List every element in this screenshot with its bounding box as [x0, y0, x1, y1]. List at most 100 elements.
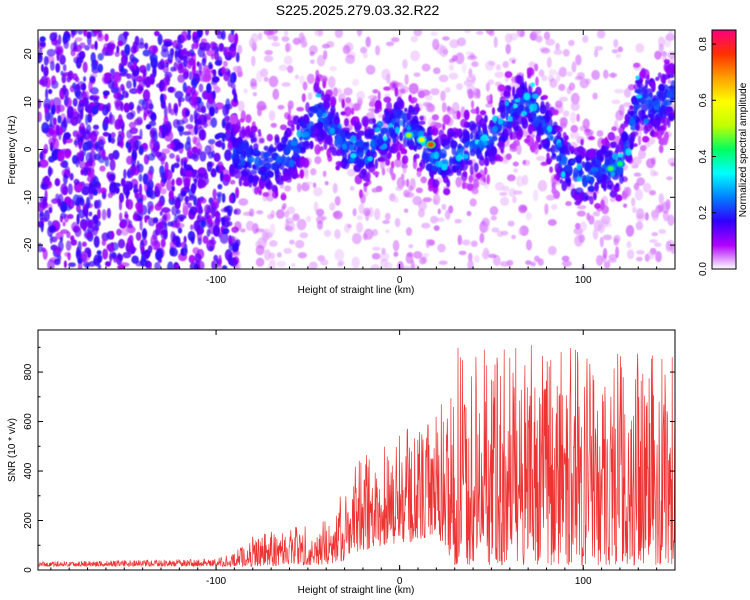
spectrogram-cell — [604, 150, 613, 158]
spectrogram-cell — [88, 132, 92, 139]
spectrogram-cell — [489, 154, 496, 165]
spectrogram-cell — [126, 112, 135, 120]
spectrogram-cell — [314, 76, 320, 87]
spectrogram-cell — [126, 155, 134, 165]
spectrogram-cell — [617, 153, 624, 158]
spectrogram-cell — [160, 238, 166, 248]
spectrogram-cell — [392, 196, 399, 203]
spectrogram-cell — [627, 84, 636, 91]
spectrogram-cell — [302, 81, 308, 91]
spectrogram-cell — [144, 76, 152, 88]
spectrogram-cell — [430, 31, 438, 36]
spectrogram-cell — [246, 146, 251, 158]
spectrogram-cell — [396, 177, 405, 189]
spectrogram-cell — [469, 164, 474, 176]
spectrogram-cell — [122, 90, 129, 99]
spectrogram-cell — [570, 111, 577, 124]
spectrogram-cell — [57, 104, 65, 113]
spectrogram-cell — [447, 163, 454, 174]
spectrogram-cell — [630, 125, 637, 131]
spectrogram-cell — [666, 176, 673, 181]
spectrogram-cell — [565, 201, 572, 207]
spectrogram-cell — [424, 94, 433, 101]
spectrogram-cell — [182, 131, 192, 136]
spectrogram-cell — [78, 209, 86, 219]
spectrogram-cell — [396, 151, 401, 161]
spectrogram-cell — [588, 148, 596, 159]
spectrogram-cell — [238, 198, 249, 206]
spectrogram-cell — [47, 220, 52, 227]
spectrogram-cell — [642, 182, 652, 193]
spectrogram-cell — [316, 130, 325, 142]
spectrogram-cell — [650, 209, 659, 219]
spectrogram-cell — [138, 86, 144, 92]
spectrogram-cell — [581, 175, 587, 183]
spectrogram-cell — [54, 178, 61, 187]
spectrogram-cell — [189, 114, 194, 123]
spectrogram-cell — [546, 152, 550, 160]
spectrogram-cell — [547, 219, 557, 226]
spectrogram-cell — [73, 140, 79, 146]
spectrogram-cell — [466, 210, 472, 217]
spectrogram-cell — [227, 32, 236, 44]
spectrogram-cell — [493, 36, 498, 48]
spectrogram-cell — [232, 123, 236, 134]
spectrogram-cell — [550, 204, 558, 210]
spectrogram-cell — [640, 69, 644, 78]
spectrogram-cell — [473, 92, 479, 99]
spectrogram-cell — [329, 202, 336, 211]
spectrogram-cell — [233, 92, 238, 104]
spectrogram-cell — [513, 168, 518, 173]
spectrogram-cell — [103, 118, 110, 125]
spectrogram-cell — [268, 30, 279, 35]
spectrogram-cell — [163, 114, 169, 126]
spectrogram-cell — [254, 186, 259, 195]
spectrogram-cell — [125, 198, 130, 209]
spectrogram-cell — [454, 218, 462, 224]
spectrogram-cell — [129, 127, 139, 135]
spectrogram-cell — [194, 102, 201, 111]
spectrogram-cell — [144, 215, 148, 224]
spectrogram-cell — [547, 245, 557, 256]
spectrogram-cell — [38, 52, 43, 64]
spectrogram-cell — [190, 224, 194, 231]
spectrogram-cell — [199, 219, 207, 228]
spectrogram-cell — [623, 88, 632, 98]
spectrogram-cell — [635, 256, 643, 262]
spectrogram-cell — [268, 240, 278, 247]
spectrogram-cell — [154, 229, 158, 236]
spectrogram-cell — [200, 105, 207, 114]
spectrogram-cell — [53, 258, 61, 266]
spectrogram-cell — [487, 79, 495, 85]
spectrogram-cell — [457, 143, 463, 149]
spectrogram-cell — [430, 170, 438, 175]
spectrogram-cell — [374, 100, 382, 110]
spectrogram-cell — [557, 142, 563, 148]
spectrogram-cell — [658, 91, 666, 102]
spectrogram-cell — [285, 177, 292, 183]
spectrogram-cell — [314, 156, 322, 165]
spectrogram-cell — [611, 99, 621, 105]
spectrogram-cell — [322, 170, 327, 178]
spectrogram-cell — [649, 189, 656, 196]
spectrogram-cell — [382, 220, 390, 225]
spectrogram-cell — [55, 62, 61, 73]
spectrogram-cell — [320, 75, 328, 82]
spectrogram-cell — [509, 32, 519, 41]
spectrogram-cell — [257, 32, 263, 41]
spectrogram-cell — [230, 257, 238, 267]
spectrogram-cell — [138, 183, 143, 196]
spectrogram-cell — [590, 166, 599, 173]
spectrogram-cell — [160, 156, 165, 166]
spectrogram-cell — [593, 191, 597, 201]
spectrogram-cell — [89, 44, 96, 50]
spectrogram-cell — [584, 128, 591, 133]
spectrogram-cell — [613, 39, 619, 48]
spectrogram-cell — [357, 130, 366, 136]
colorbar-ticks: 0.0 0.2 0.4 0.6 0.8 — [698, 37, 716, 276]
spectrogram-cell — [477, 139, 484, 148]
spectrogram-cell — [566, 177, 571, 183]
spectrogram-cell — [558, 155, 562, 162]
spectrogram-cell — [97, 30, 103, 39]
